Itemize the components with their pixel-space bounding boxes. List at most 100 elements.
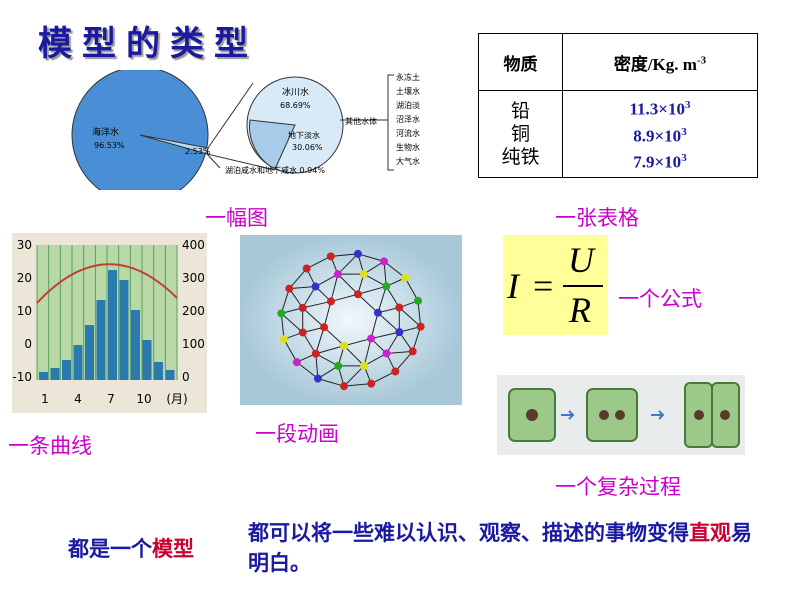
tick-label: (月) (166, 392, 187, 406)
bond (330, 253, 359, 257)
bond (302, 300, 332, 309)
bar (142, 340, 152, 380)
tick-label: 30 (17, 238, 32, 252)
bond (357, 285, 387, 295)
atom (298, 303, 307, 312)
atom (292, 358, 301, 367)
text: 易明白。 (248, 521, 752, 575)
tick-label: 400 (182, 238, 205, 252)
bond (302, 286, 316, 309)
atom (326, 297, 335, 306)
bar (73, 345, 83, 380)
tick-label: 4 (74, 392, 82, 406)
bond (377, 312, 400, 333)
pie-label: 30.06% (292, 143, 323, 152)
bond (302, 307, 325, 328)
summary-label: 都是一个模型 (68, 533, 194, 563)
atom (395, 303, 404, 312)
formula-box: I = U R (503, 235, 608, 335)
tick-label: 300 (182, 271, 205, 285)
bond (315, 273, 339, 287)
bond (370, 331, 400, 340)
atom (380, 257, 389, 266)
bond (343, 345, 365, 367)
caption: 一张表格 (555, 206, 639, 230)
bond (363, 353, 387, 367)
bond (343, 365, 365, 387)
bar (108, 270, 117, 380)
tick-label: -10 (12, 370, 32, 384)
bond (323, 301, 332, 328)
bond (394, 351, 414, 372)
pie-label: 68.69% (280, 101, 311, 110)
bond (330, 274, 339, 302)
atom (279, 335, 288, 344)
atom (367, 334, 376, 343)
bar (96, 300, 106, 380)
bond (363, 338, 372, 366)
header-cell: 物质 (478, 33, 563, 91)
bond (330, 293, 359, 302)
formula-symbol: I (507, 266, 519, 306)
header-text: 密度/Kg. m (613, 54, 697, 74)
header-cell: 密度/Kg. m-3 (561, 33, 759, 91)
pie-list-item: 生物水 (396, 142, 420, 152)
highlight: 模型 (152, 537, 194, 561)
tick-label: 20 (17, 271, 32, 285)
summary-text: 都可以将一些难以认识、观察、描述的事物变得直观易明白。 (248, 518, 756, 578)
bond (412, 326, 422, 352)
pie-list-item: 沼泽水 (396, 114, 420, 124)
atom (401, 273, 410, 282)
atom (320, 323, 329, 332)
atom (391, 367, 400, 376)
bond (323, 326, 345, 347)
caption: 一个公式 (618, 287, 702, 311)
atom (277, 309, 286, 318)
bar (131, 310, 140, 380)
bond (357, 253, 385, 262)
fraction-bar (563, 285, 603, 287)
pie-list-item: 永冻土 (396, 72, 420, 82)
atom (340, 382, 349, 391)
bond (343, 338, 372, 347)
bond (371, 371, 396, 385)
tick-label: 10 (136, 392, 151, 406)
tick-label: 10 (17, 304, 32, 318)
superscript: 3 (684, 99, 691, 112)
bond (357, 293, 379, 314)
atom (334, 361, 343, 370)
bond (302, 332, 317, 354)
atom (326, 252, 335, 261)
atom (311, 282, 320, 291)
table-cell-text: 铜 (510, 122, 530, 145)
bar (119, 280, 129, 380)
pie-label: 96.53% (94, 141, 125, 150)
table-cell-text: 纯铁 (501, 145, 540, 168)
atom (360, 361, 369, 370)
pie-list-item: 河流水 (396, 128, 420, 138)
pie-label: 海洋水 (92, 126, 119, 138)
pie-list-item: 大气水 (396, 156, 420, 166)
density-table: 物质 密度/Kg. m-3 铅铜纯铁 11.3×103 8.9×103 7.9×103 (478, 33, 759, 178)
bar (165, 370, 175, 380)
text: 都可以将一些难以认识、观察、描述的事物变得 (248, 521, 689, 545)
formula-symbol: R (569, 290, 591, 330)
pie-figure: 海洋水 96.53% 2.53% 湖泊咸水和地下咸水 0.94% 冰川水 68.… (71, 70, 420, 190)
atom (353, 249, 362, 258)
pie-label: 地下淡水 (288, 130, 320, 140)
title: 模型的类型 (38, 24, 258, 64)
bond (315, 353, 339, 367)
table-cell-text: 11.3×103 (564, 94, 756, 121)
atom (367, 379, 376, 388)
tick-label: 0 (182, 370, 190, 384)
atom (340, 341, 349, 350)
bond (377, 286, 387, 313)
table-cell-text: 8.9×103 (564, 121, 756, 148)
bond (383, 261, 387, 287)
bond (370, 312, 379, 339)
bond (363, 273, 387, 287)
atom (353, 290, 362, 299)
atom (408, 347, 417, 356)
